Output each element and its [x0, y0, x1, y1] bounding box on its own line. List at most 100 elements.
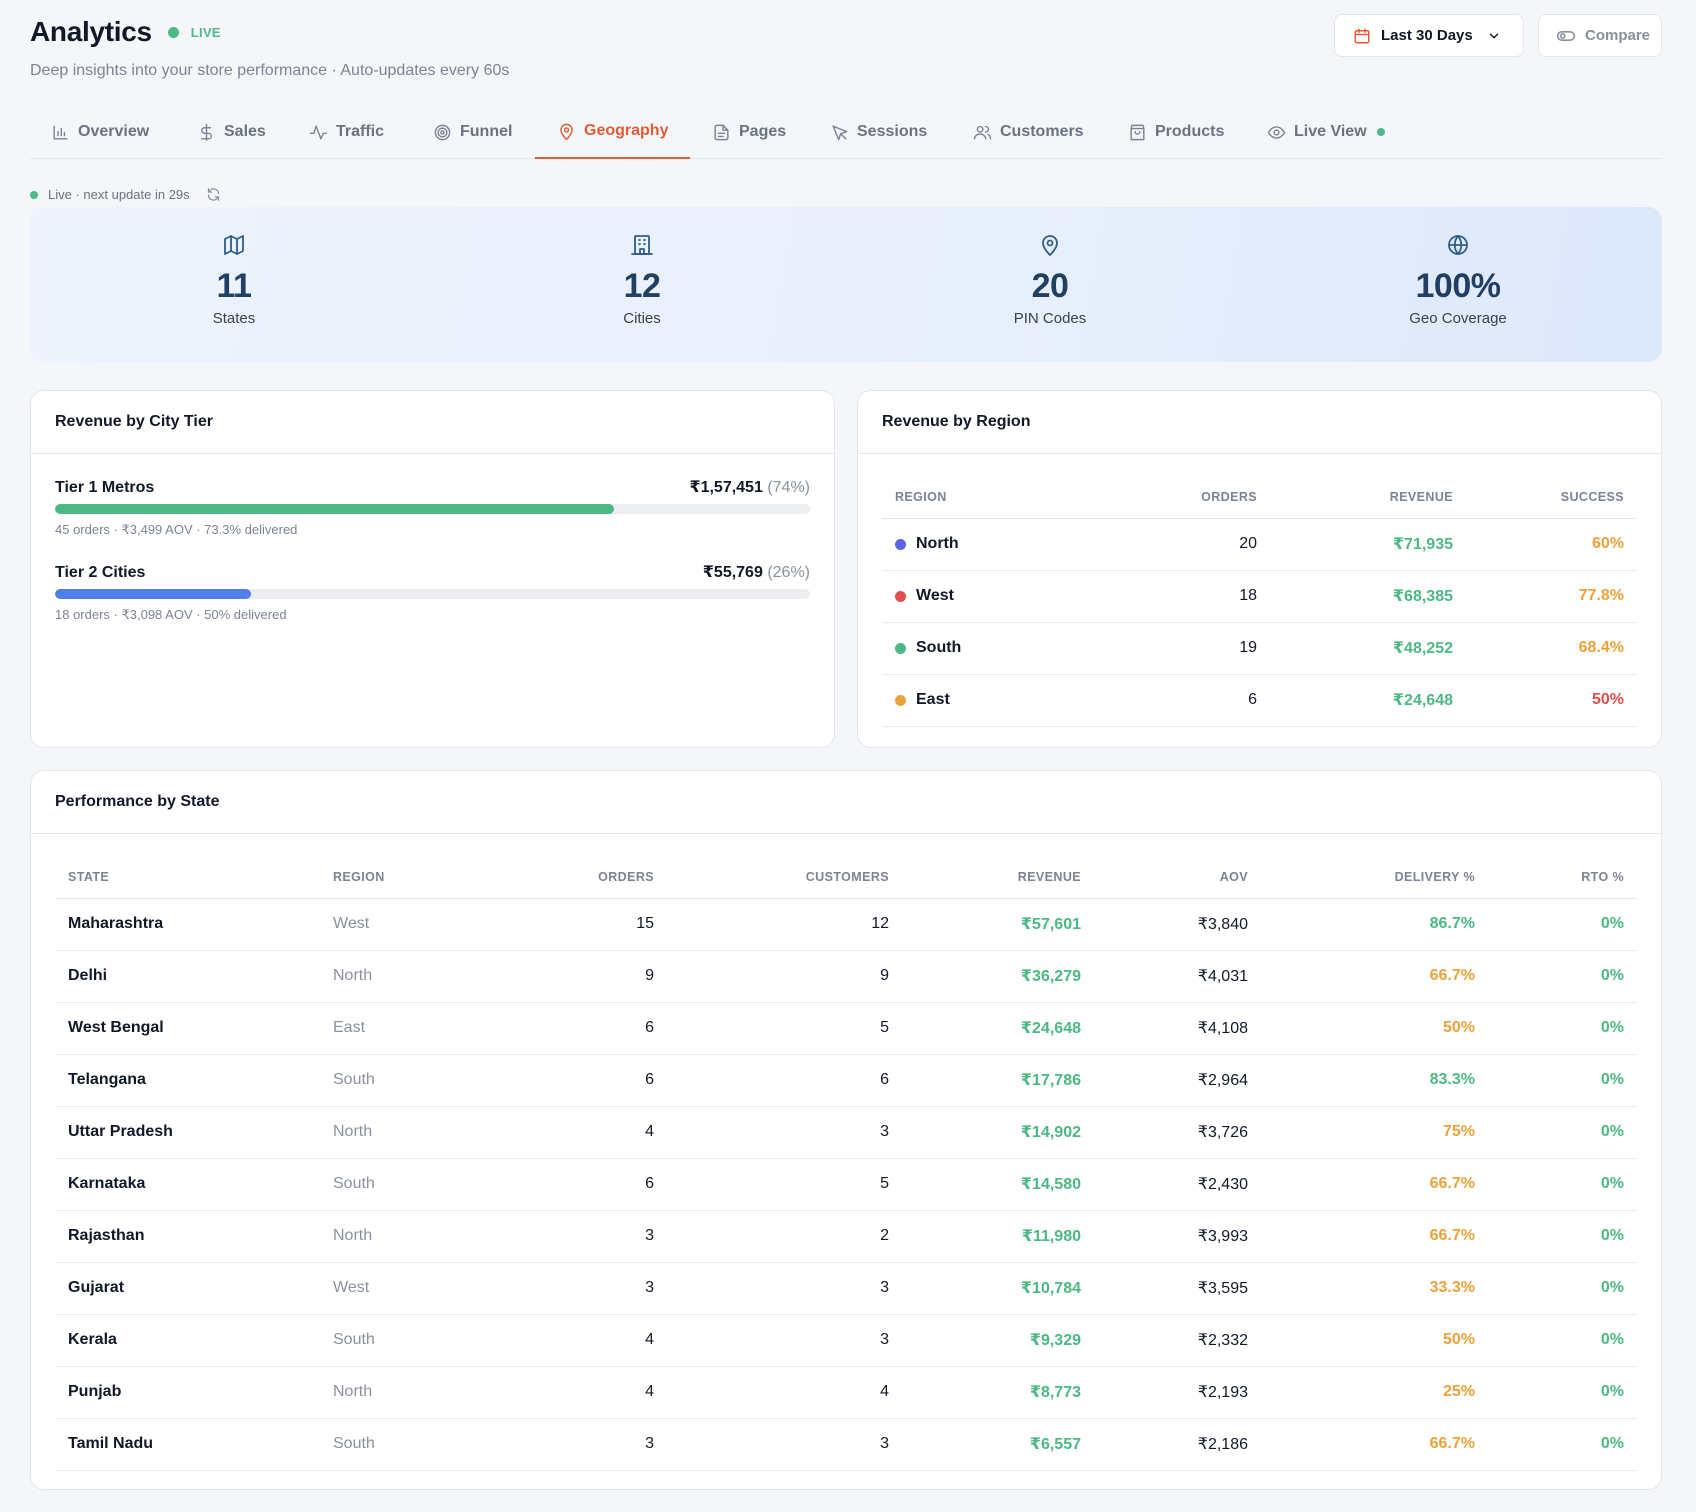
state-aov: ₹3,726 [1081, 1106, 1248, 1159]
state-rto: 0% [1475, 1054, 1637, 1107]
tab-funnel[interactable]: Funnel [433, 105, 512, 159]
state-region: South [333, 1418, 463, 1471]
state-orders: 4 [463, 1366, 654, 1419]
tier-meta: 45 orders · ₹3,499 AOV · 73.3% delivered [55, 522, 298, 537]
page-title: Analytics [30, 16, 152, 47]
state-region: South [333, 1054, 463, 1107]
card-title: Revenue by Region [858, 391, 1661, 454]
state-delivery: 66.7% [1248, 1210, 1475, 1263]
column-header: RTO % [1475, 834, 1637, 899]
state-aov: ₹2,193 [1081, 1366, 1248, 1419]
state-region: North [333, 1106, 463, 1159]
building-icon [631, 235, 653, 255]
state-orders: 15 [463, 898, 654, 951]
state-row: Karnataka South 6 5 ₹14,580 ₹2,430 66.7% 0% [55, 1158, 1637, 1211]
region-success: 50% [1453, 674, 1637, 727]
tab-label: Sales [224, 123, 266, 140]
state-region: North [333, 1210, 463, 1263]
stat-value: 11 [216, 267, 252, 305]
state-name: Telangana [55, 1054, 333, 1107]
state-orders: 6 [463, 1054, 654, 1107]
region-orders: 20 [1172, 518, 1257, 571]
tier-name: Tier 2 Cities [55, 564, 146, 581]
state-delivery: 50% [1248, 1002, 1475, 1055]
tier-revenue: ₹1,57,451 [689, 479, 763, 496]
tab-live-view[interactable]: Live View [1267, 105, 1385, 159]
tab-customers[interactable]: Customers [973, 105, 1084, 159]
tab-sales[interactable]: Sales [197, 105, 266, 159]
tab-label: Customers [1000, 123, 1084, 140]
state-name: West Bengal [55, 1002, 333, 1055]
region-revenue: ₹68,385 [1257, 570, 1453, 623]
state-orders: 6 [463, 1158, 654, 1211]
compare-label: Compare [1585, 27, 1651, 44]
state-rto: 0% [1475, 1158, 1637, 1211]
stat-label: Cities [623, 310, 661, 327]
tier-percent: (74%) [767, 479, 810, 496]
dollar-icon [201, 123, 212, 141]
state-name: Delhi [55, 950, 333, 1003]
tab-geography[interactable]: Geography [535, 105, 691, 159]
column-header: SUCCESS [1453, 454, 1637, 519]
region-color-dot [895, 694, 906, 706]
state-rto: 0% [1475, 1418, 1637, 1471]
state-row: Punjab North 4 4 ₹8,773 ₹2,193 25% 0% [55, 1366, 1637, 1419]
stat-label: PIN Codes [1013, 310, 1087, 327]
region-revenue: ₹24,648 [1257, 674, 1453, 727]
date-range-select[interactable]: Last 30 Days [1334, 14, 1524, 57]
region-orders: 6 [1172, 674, 1257, 727]
tab-label: Products [1155, 123, 1225, 140]
state-revenue: ₹10,784 [889, 1262, 1081, 1315]
state-row: Uttar Pradesh North 4 3 ₹14,902 ₹3,726 75% 0% [55, 1106, 1637, 1159]
state-name: Kerala [55, 1314, 333, 1367]
state-customers: 4 [654, 1366, 889, 1419]
stat-pin-codes: 20 PIN Codes [846, 207, 1254, 362]
state-revenue: ₹14,580 [889, 1158, 1081, 1211]
tier-progress-bar [55, 504, 810, 514]
state-card: Performance by State STATE REGION ORDERS… [30, 770, 1662, 1490]
state-name: Maharashtra [55, 898, 333, 951]
tab-sessions[interactable]: Sessions [830, 105, 927, 159]
region-table: REGION ORDERS REVENUE SUCCESS North 20 ₹71… [882, 454, 1637, 727]
tier-item: Tier 2 Cities ₹55,769 (26%) 18 orders · … [31, 562, 834, 623]
globe-icon [1448, 235, 1468, 255]
state-orders: 4 [463, 1314, 654, 1367]
column-header: AOV [1081, 834, 1248, 899]
state-aov: ₹3,840 [1081, 898, 1248, 951]
state-orders: 3 [463, 1418, 654, 1471]
state-aov: ₹2,332 [1081, 1314, 1248, 1367]
state-aov: ₹2,964 [1081, 1054, 1248, 1107]
tier-progress-fill [55, 504, 614, 514]
state-rto: 0% [1475, 1002, 1637, 1055]
tab-pages[interactable]: Pages [712, 105, 786, 159]
compare-toggle-button[interactable]: Compare [1538, 14, 1662, 57]
geo-stats-panel: 11 States 12 Cities 20 PIN Codes 100% Ge… [30, 207, 1662, 362]
state-rto: 0% [1475, 1314, 1637, 1367]
tier-progress-fill [55, 589, 252, 599]
date-range-label: Last 30 Days [1381, 27, 1473, 44]
tab-traffic[interactable]: Traffic [309, 105, 384, 159]
toggle-icon [1556, 30, 1576, 41]
state-table: STATE REGION ORDERS CUSTOMERS REVENUE AO… [55, 834, 1637, 1471]
region-row: East 6 ₹24,648 50% [882, 674, 1637, 727]
state-delivery: 66.7% [1248, 1418, 1475, 1471]
live-status-dot [30, 190, 38, 199]
state-delivery: 50% [1248, 1314, 1475, 1367]
page-header: Analytics LIVE Deep insights into your s… [30, 16, 1662, 84]
stat-value: 12 [623, 267, 661, 305]
region-name: North [916, 535, 959, 552]
stat-label: States [212, 310, 256, 327]
tier-name: Tier 1 Metros [55, 479, 155, 496]
stat-geo-coverage: 100% Geo Coverage [1254, 207, 1662, 362]
column-header: CUSTOMERS [654, 834, 889, 899]
tab-overview[interactable]: Overview [51, 105, 149, 159]
region-row: West 18 ₹68,385 77.8% [882, 570, 1637, 623]
state-revenue: ₹36,279 [889, 950, 1081, 1003]
state-revenue: ₹57,601 [889, 898, 1081, 951]
stat-value: 20 [1031, 267, 1069, 305]
tab-products[interactable]: Products [1128, 105, 1224, 159]
refresh-icon[interactable] [206, 187, 221, 202]
state-revenue: ₹17,786 [889, 1054, 1081, 1107]
shopping-bag-icon [1130, 124, 1145, 140]
state-region: South [333, 1314, 463, 1367]
